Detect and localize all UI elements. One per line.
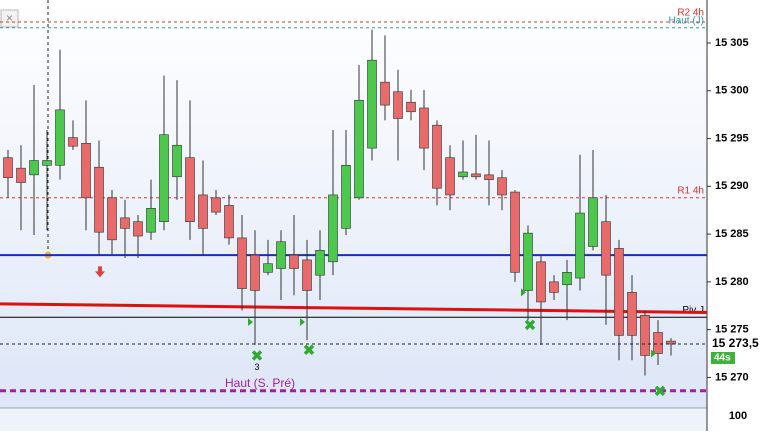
level-label: Haut (J) xyxy=(668,15,704,26)
timer-box xyxy=(711,351,735,364)
signal-cross xyxy=(251,350,263,361)
candle-body xyxy=(250,254,260,291)
candle-body xyxy=(510,191,520,273)
price-label: 15 273,5 xyxy=(712,336,759,350)
candle-body xyxy=(354,100,364,199)
candle-body xyxy=(198,194,208,229)
signal-triangle xyxy=(300,318,305,327)
candle-body xyxy=(159,134,169,222)
lower-panel xyxy=(0,408,707,431)
close-icon: × xyxy=(6,11,13,25)
price-axis xyxy=(707,0,767,431)
candle-body xyxy=(393,91,403,119)
timer-label: 44s xyxy=(714,353,731,364)
candle-body xyxy=(289,254,299,269)
candle-body xyxy=(536,261,546,303)
candle-body xyxy=(263,263,273,273)
candle-body xyxy=(601,221,611,276)
candle-body xyxy=(42,160,52,166)
candle-body xyxy=(419,107,429,149)
y-tick-label: 15 295 xyxy=(715,132,749,144)
signal-triangle xyxy=(651,349,656,358)
y-tick-label: 15 290 xyxy=(715,180,749,192)
candle-body xyxy=(497,177,507,196)
level-label: R1 4h xyxy=(677,185,704,196)
signal-count: 3 xyxy=(254,362,259,372)
y-tick-label: 15 280 xyxy=(715,276,749,288)
candle-body xyxy=(328,194,338,263)
candle-body xyxy=(211,197,221,213)
candle-body xyxy=(406,101,416,113)
candle-body xyxy=(614,248,624,336)
candle-body xyxy=(3,157,13,179)
candle-body xyxy=(133,221,143,237)
candle-body xyxy=(55,109,65,166)
candle-body xyxy=(380,81,390,106)
candle-body xyxy=(146,207,156,233)
candle-body xyxy=(627,292,637,336)
y-tick-label: 15 300 xyxy=(715,85,749,97)
signal-arrow xyxy=(95,266,105,278)
signal-triangle xyxy=(521,288,526,297)
candle-body xyxy=(81,143,91,199)
y-tick-label: 15 270 xyxy=(715,371,749,383)
candle-body xyxy=(367,59,377,149)
candle-body xyxy=(588,197,598,247)
candle-body xyxy=(237,237,247,289)
candle-body xyxy=(432,124,442,189)
candle-body xyxy=(445,157,455,196)
candle-body xyxy=(302,259,312,291)
candle-body xyxy=(120,217,130,229)
close-button[interactable] xyxy=(0,9,19,28)
candle-body xyxy=(640,315,650,356)
price-box xyxy=(709,335,765,351)
candle-body xyxy=(562,272,572,286)
signal-triangle xyxy=(248,318,253,327)
candle-body xyxy=(523,232,533,291)
candle-body xyxy=(471,173,481,178)
candle-body xyxy=(16,167,26,183)
candle-body xyxy=(68,137,78,147)
trendline xyxy=(0,302,708,314)
candle-body xyxy=(341,165,351,229)
level-label: Haut (S. Pré) xyxy=(225,376,295,390)
candle-body xyxy=(94,166,104,233)
candle-body xyxy=(172,144,182,178)
candle-body xyxy=(458,171,468,178)
candle-body xyxy=(276,241,286,269)
candle-body xyxy=(484,174,494,180)
signal-cross xyxy=(524,319,536,331)
lower-tick-label: 100 xyxy=(729,410,747,422)
candle-body xyxy=(224,205,234,239)
signal-cross xyxy=(303,344,315,355)
plot-background xyxy=(0,0,707,408)
y-tick-label: 15 285 xyxy=(715,228,749,240)
candle-body xyxy=(575,212,585,279)
signal-cross xyxy=(654,385,666,397)
candle-body xyxy=(185,157,195,222)
candle-body xyxy=(549,281,559,293)
candle-body xyxy=(666,340,676,345)
y-tick-label: 15 305 xyxy=(715,37,749,49)
candle-body xyxy=(29,160,39,176)
y-tick-label: 15 275 xyxy=(715,324,749,336)
level-label: Piv J xyxy=(682,305,704,316)
candle-body xyxy=(107,197,117,241)
level-label: R2 4h xyxy=(677,8,704,19)
candle-body xyxy=(315,250,325,276)
marks: 15 305 15 300 15 295 15 290 15 285 15 280 15 2… xyxy=(0,8,765,397)
candle-body xyxy=(653,332,663,354)
